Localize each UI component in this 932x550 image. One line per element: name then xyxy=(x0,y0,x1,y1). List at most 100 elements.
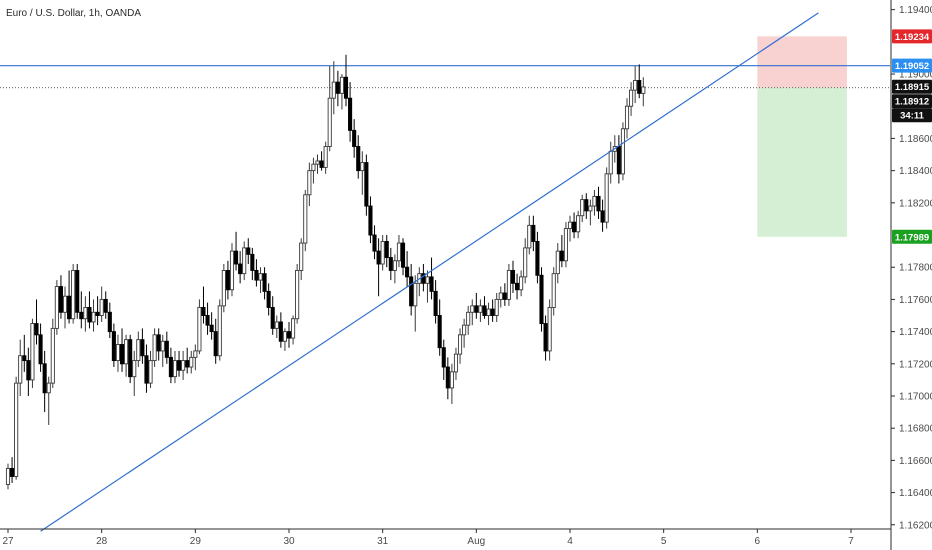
candle-22 xyxy=(95,296,100,326)
candle-body xyxy=(466,311,471,326)
candle-body xyxy=(596,195,601,212)
time-tick-label: Aug xyxy=(467,536,485,547)
countdown-badge-label: 34:11 xyxy=(900,111,924,122)
price-tick-label: 1.17600 xyxy=(899,295,932,306)
candle-82 xyxy=(339,74,344,110)
candle-body xyxy=(445,366,450,389)
candle-body xyxy=(563,228,568,262)
candle-86 xyxy=(356,135,361,179)
candle-141 xyxy=(580,194,585,223)
candle-80 xyxy=(331,61,336,115)
candle-body xyxy=(409,276,414,307)
candle-24 xyxy=(103,291,108,319)
candle-body xyxy=(209,324,214,333)
candle-70 xyxy=(291,315,296,345)
candle-body xyxy=(413,282,418,307)
candle-156 xyxy=(641,77,646,107)
candle-130 xyxy=(535,231,540,284)
candle-body xyxy=(527,224,532,249)
candle-103 xyxy=(425,270,430,303)
candle-12 xyxy=(54,280,59,335)
candle-152 xyxy=(624,98,630,139)
candle-body xyxy=(551,273,556,308)
candle-body xyxy=(14,382,19,477)
candle-body xyxy=(193,350,198,358)
candle-146 xyxy=(600,199,605,232)
time-tick-label: 30 xyxy=(283,536,295,547)
candle-142 xyxy=(584,193,589,219)
candle-body xyxy=(462,324,467,336)
candle-body xyxy=(449,371,454,389)
candle-body xyxy=(99,298,104,316)
candle-77 xyxy=(319,151,324,171)
candle-body xyxy=(83,307,88,320)
candle-body xyxy=(307,170,312,196)
resistance-price-badge: 1.19052 xyxy=(892,58,932,73)
candle-132 xyxy=(543,315,548,361)
candle-48 xyxy=(201,286,206,324)
candle-body xyxy=(201,307,206,316)
candle-body xyxy=(616,146,621,175)
candle-body xyxy=(22,355,27,362)
candle-72 xyxy=(299,238,304,281)
target-price-badge-label: 1.17989 xyxy=(895,232,929,243)
candle-body xyxy=(400,242,406,268)
candle-139 xyxy=(572,212,577,239)
candle-31 xyxy=(132,350,137,396)
candle-33 xyxy=(140,328,145,364)
current-price-badge: 1.18915 xyxy=(892,79,932,94)
candle-body xyxy=(152,334,157,362)
candle-body xyxy=(372,234,377,252)
candle-body xyxy=(87,307,92,323)
candle-155 xyxy=(637,64,642,99)
candle-108 xyxy=(445,357,450,400)
candle-32 xyxy=(136,331,141,368)
candle-body xyxy=(38,334,43,365)
candle-90 xyxy=(372,225,377,260)
candle-body xyxy=(498,292,503,300)
candle-body xyxy=(144,355,149,384)
candle-body xyxy=(425,276,430,284)
candle-136 xyxy=(559,235,564,268)
candle-body xyxy=(433,290,438,316)
candle-body xyxy=(58,286,63,313)
candle-68 xyxy=(282,328,287,351)
candle-body xyxy=(356,146,361,172)
candle-body xyxy=(576,215,581,233)
candle-124 xyxy=(510,260,516,293)
candle-body xyxy=(176,360,182,371)
candle-body xyxy=(364,162,369,207)
candle-88 xyxy=(364,154,369,216)
candle-body xyxy=(189,356,194,368)
candle-body xyxy=(181,360,186,371)
price-badges: 1.19234 1.19052 1.18915 1.18912 34:11 1.17989 xyxy=(892,29,932,244)
candle-37 xyxy=(156,328,161,361)
candle-body xyxy=(156,334,161,352)
candle-54 xyxy=(225,260,230,300)
candle-body xyxy=(311,163,316,172)
candle-92 xyxy=(380,235,385,271)
position-zones xyxy=(757,36,847,237)
candle-79 xyxy=(327,66,332,152)
time-tick-label: 5 xyxy=(661,536,667,547)
candle-36 xyxy=(152,328,157,368)
candle-104 xyxy=(429,257,434,300)
candle-55 xyxy=(229,243,235,297)
candle-body xyxy=(474,305,479,313)
candle-body xyxy=(107,311,112,333)
candle-body xyxy=(213,331,218,357)
candle-body xyxy=(315,160,320,165)
candle-body xyxy=(26,360,31,381)
price-lines xyxy=(0,65,890,89)
candle-body xyxy=(380,241,385,265)
candle-body xyxy=(441,347,446,368)
price-tick-label: 1.16800 xyxy=(899,424,932,435)
price-tick-label: 1.17800 xyxy=(899,263,932,274)
candle-body xyxy=(115,344,121,362)
candle-28 xyxy=(119,328,125,372)
candle-body xyxy=(258,273,263,281)
candle-body xyxy=(46,382,51,394)
candle-body xyxy=(396,242,402,262)
candle-6 xyxy=(30,318,35,388)
